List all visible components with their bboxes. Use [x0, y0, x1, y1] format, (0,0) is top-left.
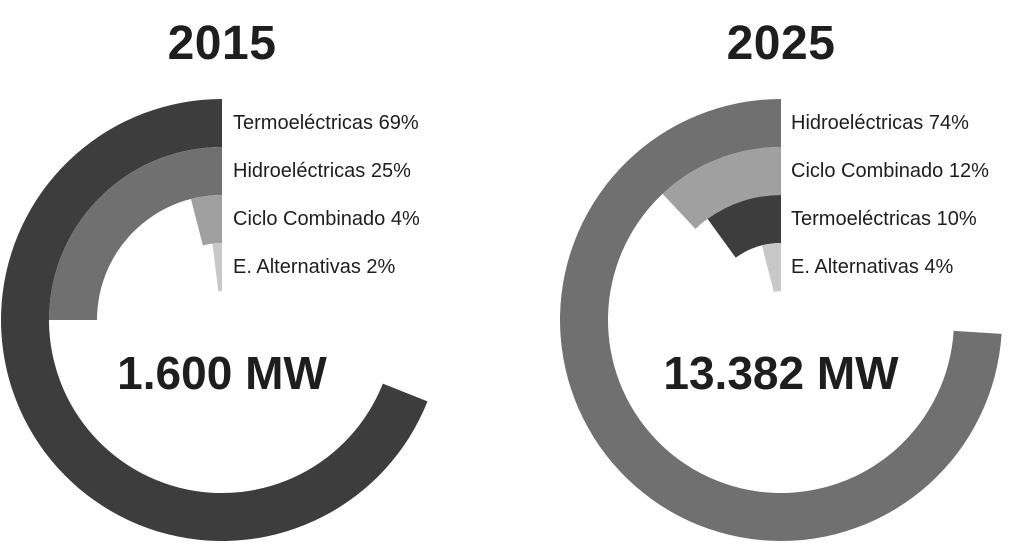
chart-title-2025: 2025	[726, 17, 836, 70]
ring-segment	[212, 243, 222, 292]
total-capacity-2015: 1.600 MW	[117, 347, 327, 399]
ring-chart-2015	[0, 99, 428, 542]
ring-chart-2025	[560, 99, 1002, 541]
legend-label: Hidroeléctricas 74%	[791, 112, 969, 134]
ring-segment	[190, 195, 222, 246]
legend-label: Ciclo Combinado 12%	[791, 160, 989, 182]
legend-label: E. Alternativas 2%	[233, 256, 396, 278]
legend-label: E. Alternativas 4%	[791, 256, 954, 278]
chart-2025: 2025 Hidroeléctricas 74% Ciclo Combinado…	[512, 0, 1024, 544]
ring-segment	[761, 243, 781, 292]
total-capacity-2025: 13.382 MW	[663, 347, 899, 399]
ring-segment	[662, 147, 781, 229]
ring-segment	[49, 147, 222, 320]
legend-label: Ciclo Combinado 4%	[233, 208, 420, 230]
legend-label: Hidroeléctricas 25%	[233, 160, 411, 182]
legend-label: Termoeléctricas 69%	[233, 112, 419, 134]
ring-segment	[707, 195, 781, 258]
legend-label: Termoeléctricas 10%	[791, 208, 977, 230]
chart-2015: 2015 Termoeléctricas 69% Hidroeléctricas…	[0, 17, 428, 542]
chart-title-2015: 2015	[167, 17, 277, 70]
